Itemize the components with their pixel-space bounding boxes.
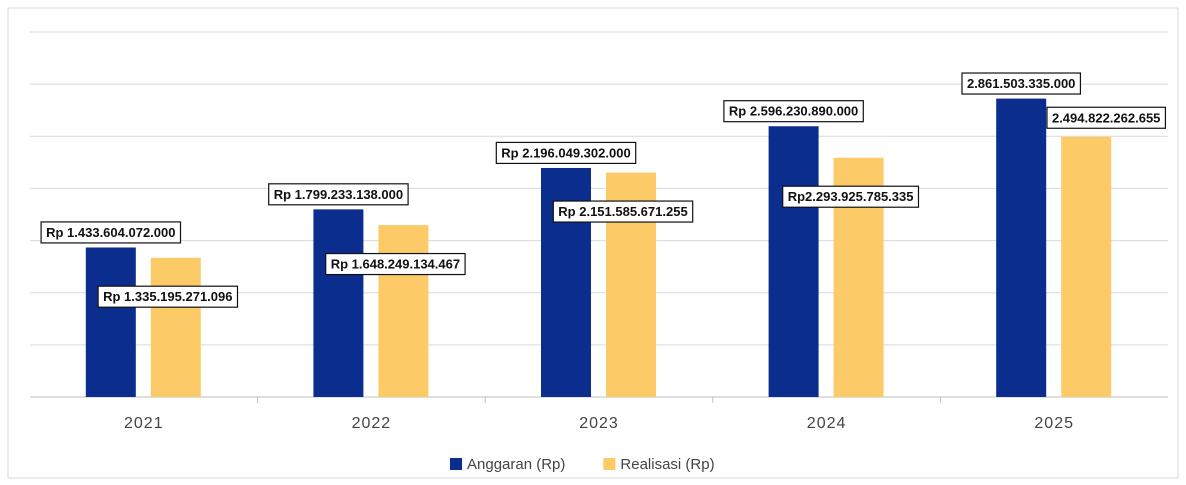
data-label-box (961, 72, 1082, 95)
data-label-box (1046, 106, 1167, 129)
x-tick-label: 2024 (807, 415, 847, 432)
bar (150, 257, 201, 397)
data-label-text: 2.861.503.335.000 (967, 76, 1075, 91)
data-label-text: Rp 1.335.195.271.096 (103, 289, 232, 304)
x-tick-label: 2023 (579, 415, 619, 432)
data-label-box (268, 183, 409, 206)
data-label-box (325, 252, 466, 276)
data-label-box (495, 141, 637, 165)
data-label-box (782, 185, 920, 208)
data-label-box (40, 221, 182, 244)
data-label: Rp 1.648.249.134.467 (325, 252, 466, 276)
x-tick-label: 2021 (124, 415, 164, 432)
data-label-box (723, 100, 864, 123)
legend-swatch (603, 458, 616, 470)
data-label-text: Rp2.293.925.785.335 (788, 189, 914, 204)
data-label: Rp 2.196.049.302.000 (495, 141, 637, 165)
data-label-box (97, 285, 239, 308)
data-label-text: 2.494.822.262.655 (1052, 110, 1160, 125)
legend-swatch (450, 458, 462, 470)
data-label: Rp2.293.925.785.335 (782, 185, 920, 208)
data-label-text: Rp 2.596.230.890.000 (729, 104, 858, 119)
data-label-text: Rp 2.196.049.302.000 (501, 145, 630, 160)
legend-label: Realisasi (Rp) (620, 456, 714, 473)
bar (1061, 136, 1112, 397)
x-tick-label: 2025 (1034, 415, 1074, 432)
data-label: Rp 1.335.195.271.096 (97, 285, 239, 308)
data-label-text: Rp 2.151.585.671.255 (558, 204, 687, 219)
data-label-text: Rp 1.433.604.072.000 (46, 225, 175, 240)
x-tick-label: 2022 (352, 415, 392, 432)
data-label: 2.861.503.335.000 (961, 72, 1082, 95)
bar (313, 209, 364, 397)
bar (996, 98, 1047, 397)
bar (768, 126, 819, 397)
legend-label: Anggaran (Rp) (467, 456, 565, 473)
data-label-box (552, 200, 694, 223)
bar (378, 225, 429, 397)
data-label-text: Rp 1.799.233.138.000 (274, 187, 403, 202)
data-label: 2.494.822.262.655 (1046, 106, 1167, 129)
bar (85, 247, 136, 397)
data-label: Rp 1.799.233.138.000 (268, 183, 409, 206)
data-label: Rp 2.151.585.671.255 (552, 200, 694, 223)
data-label-text: Rp 1.648.249.134.467 (331, 257, 460, 272)
data-label: Rp 2.596.230.890.000 (723, 100, 864, 123)
data-label: Rp 1.433.604.072.000 (40, 221, 182, 244)
